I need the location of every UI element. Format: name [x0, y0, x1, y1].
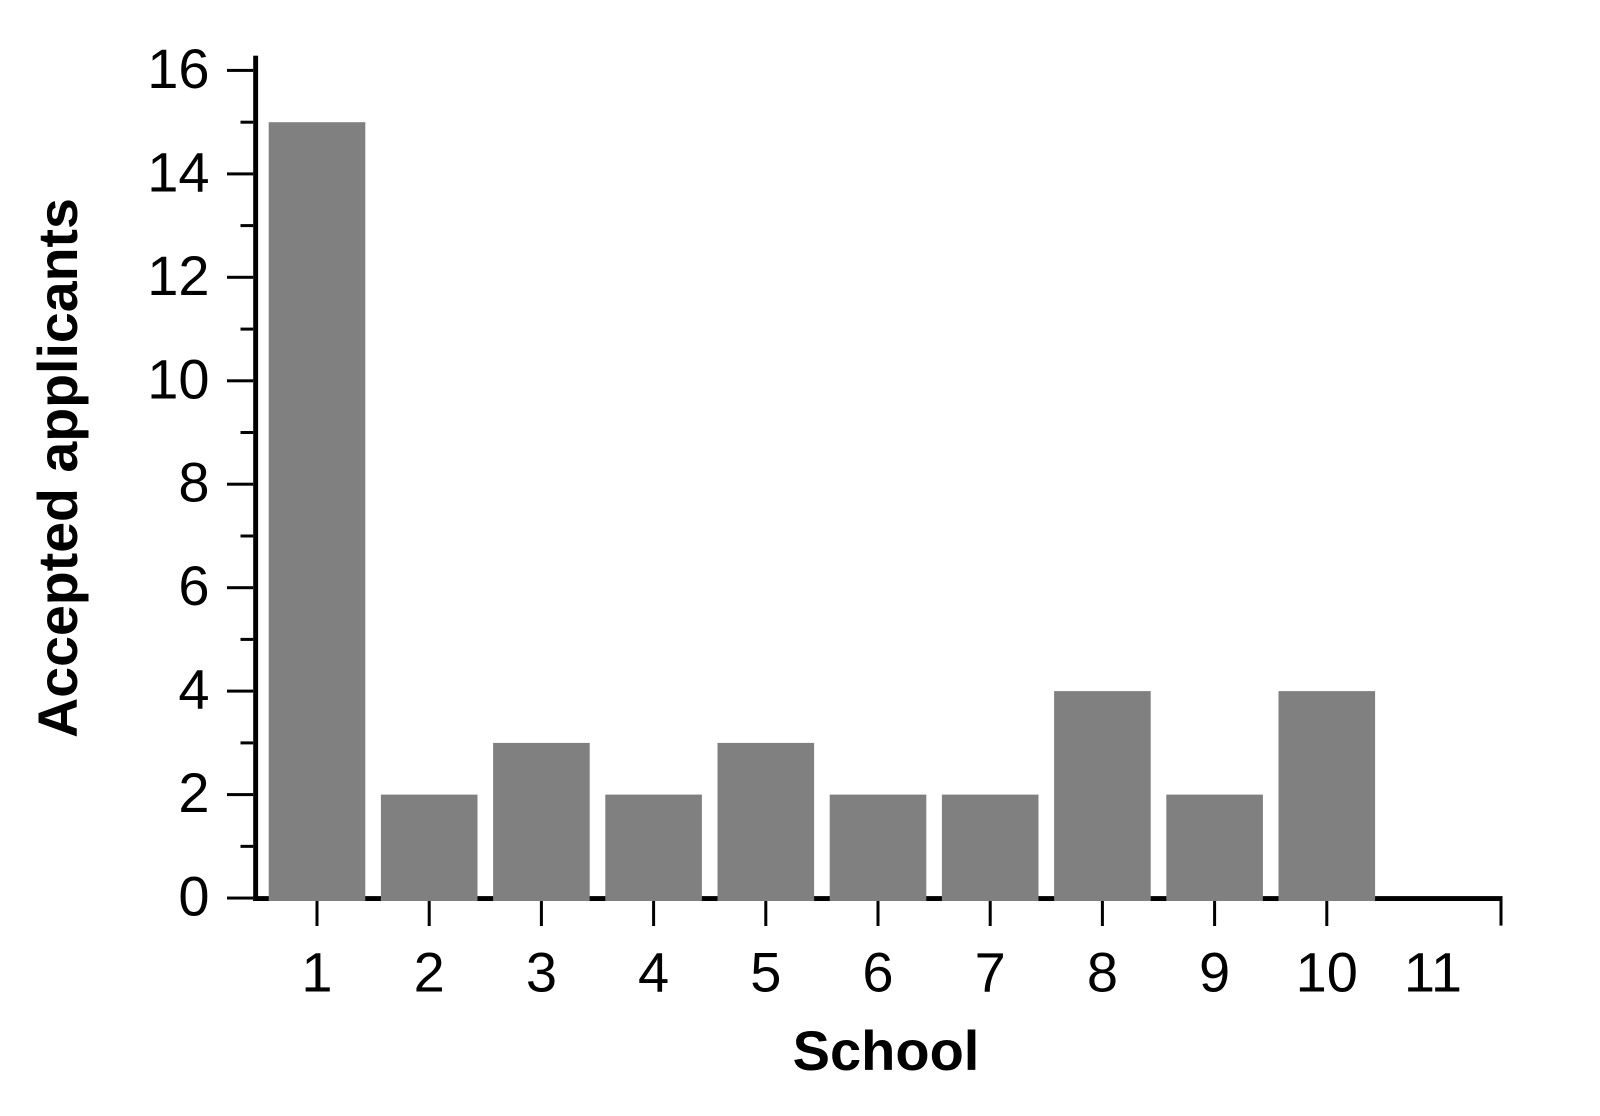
- svg-text:4: 4: [638, 940, 669, 1003]
- svg-text:16: 16: [147, 37, 209, 100]
- svg-text:School: School: [793, 1019, 980, 1082]
- svg-text:8: 8: [1087, 940, 1118, 1003]
- svg-text:Accepted applicants: Accepted applicants: [27, 198, 89, 738]
- svg-text:10: 10: [147, 347, 209, 410]
- svg-text:10: 10: [1296, 940, 1358, 1003]
- svg-text:3: 3: [526, 940, 557, 1003]
- svg-text:7: 7: [975, 940, 1006, 1003]
- svg-text:12: 12: [147, 244, 209, 307]
- svg-text:11: 11: [1404, 940, 1462, 1003]
- svg-text:1: 1: [301, 940, 332, 1003]
- svg-text:6: 6: [862, 940, 893, 1003]
- svg-text:5: 5: [750, 940, 781, 1003]
- svg-text:9: 9: [1199, 940, 1230, 1003]
- svg-text:8: 8: [178, 451, 209, 514]
- svg-text:2: 2: [414, 940, 445, 1003]
- svg-text:2: 2: [178, 761, 209, 824]
- svg-text:4: 4: [178, 658, 209, 721]
- svg-text:6: 6: [178, 554, 209, 617]
- svg-text:14: 14: [147, 140, 209, 203]
- svg-text:0: 0: [178, 865, 209, 928]
